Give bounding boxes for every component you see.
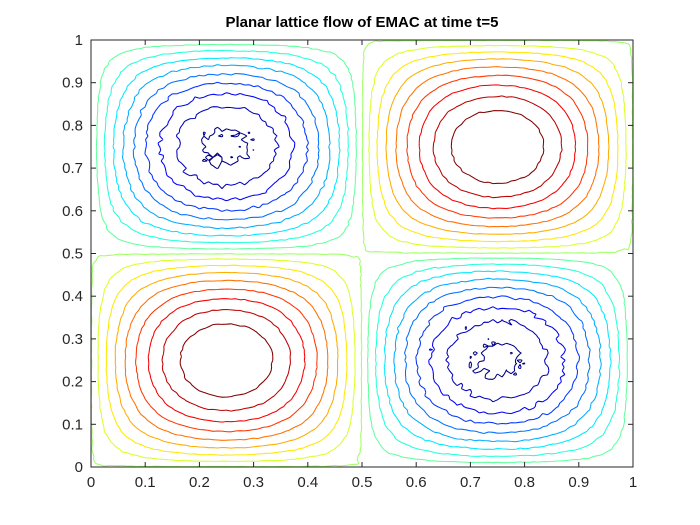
y-tick-label: 0.6 xyxy=(62,203,83,220)
y-tick-label: 1 xyxy=(75,32,83,49)
x-tick-label: 0.5 xyxy=(352,474,373,491)
contour-level-16 xyxy=(161,95,563,412)
contour-level-10 xyxy=(97,44,627,462)
x-tick-label: 0.1 xyxy=(135,474,156,491)
contour-level-5 xyxy=(121,64,602,443)
contour-level-17 xyxy=(179,110,545,398)
contour-level-4 xyxy=(132,72,591,435)
y-tick-label: 0.9 xyxy=(62,75,83,92)
y-tick-label: 0.4 xyxy=(62,288,83,305)
y-tick-label: 0.2 xyxy=(62,374,83,391)
chart-title: Planar lattice flow of EMAC at time t=5 xyxy=(226,14,499,31)
contour-level-12 xyxy=(114,58,610,449)
x-tick-label: 0.4 xyxy=(297,474,318,491)
contour-level-1 xyxy=(175,106,550,403)
contour-level-7 xyxy=(103,49,621,457)
contour-level-15 xyxy=(147,84,577,423)
x-tick-label: 0 xyxy=(87,474,95,491)
y-tick-label: 0.7 xyxy=(62,160,83,177)
y-tick-label: 0.3 xyxy=(62,331,83,348)
x-tick-label: 0.2 xyxy=(189,474,210,491)
contour-level-9 xyxy=(90,39,634,468)
x-tick-label: 0.3 xyxy=(243,474,264,491)
contour-level-2 xyxy=(157,92,566,415)
y-tick-label: 0.5 xyxy=(62,246,83,263)
contour-level-6 xyxy=(112,57,612,451)
x-tick-label: 0.9 xyxy=(568,474,589,491)
y-tick-label: 0.8 xyxy=(62,117,83,134)
x-tick-label: 0.6 xyxy=(406,474,427,491)
contour-lines xyxy=(90,39,634,468)
contour-level-0 xyxy=(200,126,526,380)
axis-ticks: 0 0.1 0.2 0.3 0.4 0.5 0.6 0.7 0.8 0.9 1 0 0.1 0.2 0.3 0… xyxy=(62,32,637,491)
x-tick-label: 0.8 xyxy=(514,474,535,491)
x-tick-label: 1 xyxy=(629,474,637,491)
contour-level-13 xyxy=(124,66,600,441)
y-tick-label: 0.1 xyxy=(62,416,83,433)
contour-level-3 xyxy=(144,81,581,425)
x-tick-label: 0.7 xyxy=(460,474,481,491)
contour-level-8 xyxy=(95,43,628,464)
contour-level-14 xyxy=(135,74,589,433)
y-tick-label: 0 xyxy=(75,459,83,476)
contour-level-11 xyxy=(105,51,619,456)
